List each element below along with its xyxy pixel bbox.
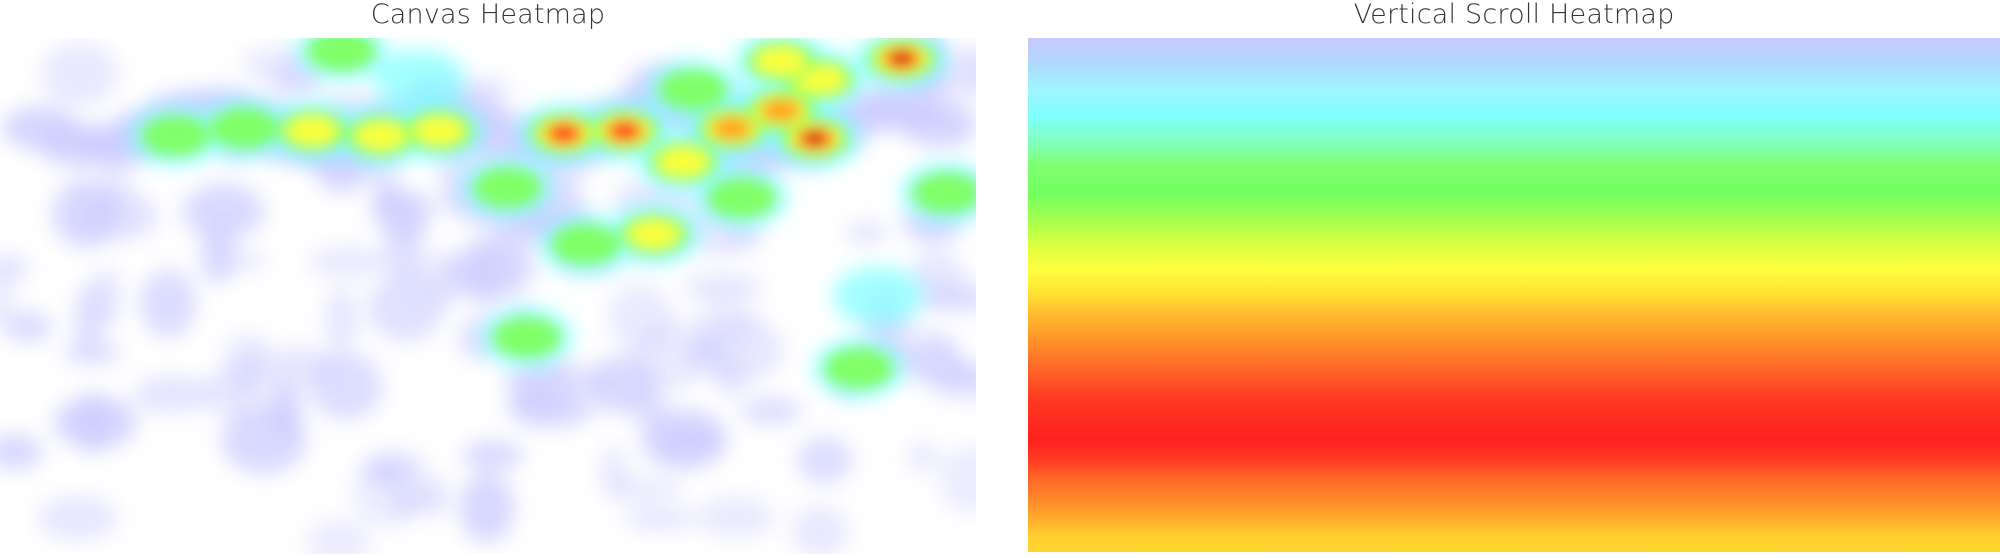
haze-mark: [182, 183, 265, 240]
haze-mark: [953, 46, 976, 96]
haze-mark: [417, 476, 449, 516]
hotspot-halo: [373, 49, 466, 110]
haze-mark: [906, 441, 940, 473]
hotspot-mark: [473, 167, 542, 208]
haze-mark: [306, 518, 371, 554]
hotspot-mark: [413, 115, 466, 146]
haze-mark: [461, 440, 524, 470]
haze-mark: [796, 436, 853, 484]
haze-mark: [939, 445, 976, 514]
hotspot-halo: [832, 266, 925, 326]
hotspot-mark: [551, 224, 620, 265]
haze-mark: [374, 180, 403, 213]
haze-mark: [3, 310, 53, 343]
haze-mark: [453, 77, 511, 101]
canvas-heatmap-plot: [0, 38, 976, 554]
hotspot-mark: [754, 46, 807, 77]
haze-mark: [682, 274, 765, 301]
haze-mark: [133, 375, 210, 414]
hotspot-mark: [627, 219, 680, 250]
haze-mark: [307, 246, 389, 278]
haze-mark: [74, 283, 103, 354]
haze-mark: [53, 395, 138, 450]
haze-mark: [75, 191, 159, 241]
hotspot-mark: [912, 172, 976, 213]
canvas-heatmap-panel: Canvas Heatmap: [0, 0, 976, 558]
haze-mark: [0, 434, 43, 470]
haze-mark: [37, 495, 119, 541]
hotspot-mark: [707, 177, 776, 218]
haze-mark: [509, 378, 552, 412]
hotspot-mark: [609, 121, 640, 140]
hotspot-mark: [549, 124, 580, 143]
haze-mark: [695, 495, 776, 539]
haze-mark: [459, 472, 515, 544]
haze-mark: [598, 445, 629, 497]
haze-mark: [235, 351, 266, 384]
haze-mark: [361, 450, 427, 485]
hotspot-mark: [493, 317, 562, 358]
haze-mark: [727, 222, 763, 249]
haze-mark: [268, 378, 303, 440]
haze-mark: [200, 226, 236, 284]
hotspot-mark: [657, 146, 710, 177]
hotspot-mark: [307, 38, 376, 71]
haze-mark: [140, 268, 197, 338]
hotspot-mark: [286, 115, 339, 146]
haze-mark: [845, 221, 889, 244]
hotspot-mark: [892, 52, 911, 65]
haze-mark: [324, 286, 359, 353]
haze-mark: [697, 316, 784, 383]
haze-mark: [739, 397, 803, 425]
haze-mark: [791, 504, 850, 554]
haze-mark: [923, 285, 976, 312]
haze-mark: [0, 254, 30, 283]
haze-mark: [656, 428, 727, 456]
haze-mark: [460, 235, 535, 298]
haze-mark: [368, 273, 444, 342]
scroll-heatmap-panel: Vertical Scroll Heatmap: [1028, 0, 2000, 558]
haze-mark: [385, 221, 424, 283]
scroll-heatmap-title: Vertical Scroll Heatmap: [1353, 0, 1675, 30]
haze-mark: [309, 352, 383, 420]
haze-mark: [624, 508, 698, 531]
haze-mark: [0, 276, 15, 329]
haze-mark: [891, 327, 961, 385]
hotspot-mark: [658, 69, 727, 110]
haze-mark: [607, 282, 674, 352]
haze-mark: [63, 340, 122, 365]
haze-mark: [902, 103, 976, 148]
hotspot-mark: [760, 98, 801, 123]
haze-mark: [584, 356, 660, 414]
scroll-heatmap-plot: [1028, 38, 2000, 552]
hotspot-mark: [824, 348, 893, 389]
hotspot-mark: [210, 108, 278, 149]
haze-mark: [40, 42, 119, 107]
canvas-heatmap-title: Canvas Heatmap: [370, 0, 606, 30]
scroll-depth-gradient: [1028, 38, 2000, 552]
hotspot-mark: [712, 116, 752, 141]
hotspot-mark: [354, 121, 407, 152]
haze-mark: [241, 45, 313, 83]
hotspot-mark: [805, 132, 824, 145]
hotspot-mark: [141, 116, 210, 157]
